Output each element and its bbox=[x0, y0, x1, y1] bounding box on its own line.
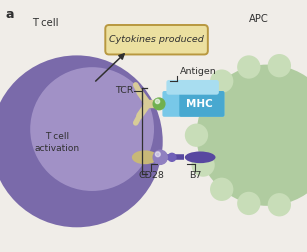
Circle shape bbox=[30, 67, 154, 191]
Text: a: a bbox=[6, 8, 14, 21]
Text: APC: APC bbox=[249, 14, 268, 24]
FancyBboxPatch shape bbox=[179, 91, 224, 117]
Circle shape bbox=[237, 55, 260, 79]
Text: TCR: TCR bbox=[115, 86, 134, 95]
Circle shape bbox=[196, 65, 307, 206]
Text: CD28: CD28 bbox=[138, 171, 164, 180]
Circle shape bbox=[155, 152, 160, 157]
Ellipse shape bbox=[185, 151, 216, 163]
FancyBboxPatch shape bbox=[105, 25, 208, 54]
Circle shape bbox=[168, 153, 176, 161]
Text: MHC: MHC bbox=[186, 99, 213, 109]
Text: T cell: T cell bbox=[32, 18, 59, 28]
Text: T cell
activation: T cell activation bbox=[34, 133, 79, 153]
Circle shape bbox=[268, 54, 291, 77]
FancyBboxPatch shape bbox=[162, 91, 224, 117]
Circle shape bbox=[153, 150, 167, 164]
Circle shape bbox=[153, 98, 165, 110]
Circle shape bbox=[210, 70, 233, 93]
Circle shape bbox=[155, 99, 160, 104]
Text: B7: B7 bbox=[189, 171, 201, 180]
FancyBboxPatch shape bbox=[166, 80, 219, 95]
Circle shape bbox=[210, 178, 233, 201]
Circle shape bbox=[192, 94, 215, 117]
Ellipse shape bbox=[132, 150, 158, 164]
Text: Antigen: Antigen bbox=[180, 67, 216, 76]
Circle shape bbox=[192, 153, 215, 177]
Circle shape bbox=[268, 193, 291, 216]
Circle shape bbox=[185, 123, 208, 147]
Text: Cytokines produced: Cytokines produced bbox=[109, 35, 204, 44]
Circle shape bbox=[237, 192, 260, 215]
Circle shape bbox=[0, 55, 163, 227]
